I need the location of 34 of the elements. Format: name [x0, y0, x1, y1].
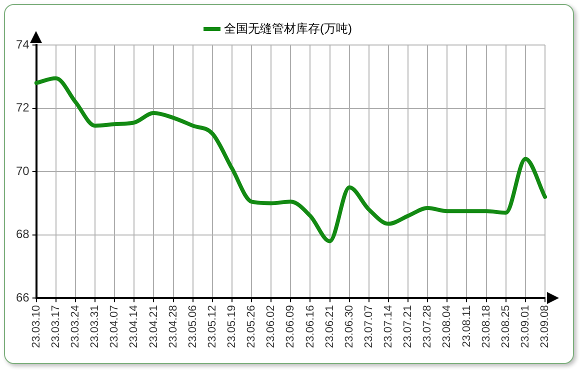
x-tick-label: 23.05.19 — [226, 305, 238, 348]
x-tick-label: 23.04.07 — [108, 305, 121, 348]
x-tick-label: 23.06.30 — [343, 305, 356, 348]
x-tick-label: 23.08.25 — [500, 305, 512, 348]
y-tick-label: 74 — [16, 37, 30, 52]
x-tick-label: 23.05.12 — [206, 305, 218, 348]
x-tick-label: 23.08.18 — [480, 305, 492, 348]
x-tick-label: 23.03.17 — [50, 305, 62, 348]
x-tick-label: 23.09.01 — [519, 305, 532, 348]
x-tick-label: 23.07.14 — [382, 305, 395, 348]
x-tick-label: 23.04.14 — [128, 305, 140, 348]
x-tick-label: 23.04.21 — [148, 305, 160, 348]
x-tick-label: 23.03.31 — [89, 305, 102, 348]
x-tick-label: 23.07.28 — [422, 305, 434, 348]
x-tick-label: 23.03.10 — [30, 305, 42, 348]
x-tick-label: 23.06.02 — [265, 305, 278, 348]
y-tick-label: 68 — [16, 227, 30, 242]
x-tick-label: 23.06.09 — [284, 305, 297, 348]
x-tick-label: 23.06.21 — [324, 305, 336, 348]
line-series — [34, 76, 547, 244]
y-tick-label: 66 — [16, 290, 30, 304]
x-tick-label: 23.08.11 — [460, 305, 473, 348]
x-tick-label: 23.07.21 — [402, 305, 414, 348]
x-tick-label: 23.09.08 — [539, 305, 552, 348]
x-tick-label: 23.05.26 — [246, 305, 258, 348]
y-tick-label: 72 — [16, 100, 30, 115]
x-tick-label: 23.05.06 — [186, 305, 199, 348]
x-tick-label: 23.08.04 — [441, 305, 454, 348]
x-tick-label: 23.03.24 — [70, 305, 82, 348]
x-tick-label: 23.07.07 — [362, 305, 375, 348]
x-tick-label: 23.04.28 — [167, 305, 180, 348]
y-tick-label: 70 — [16, 164, 30, 178]
legend-label: 全国无缝管材库存(万吨) — [224, 21, 352, 36]
x-tick-label: 23.06.16 — [304, 305, 316, 348]
